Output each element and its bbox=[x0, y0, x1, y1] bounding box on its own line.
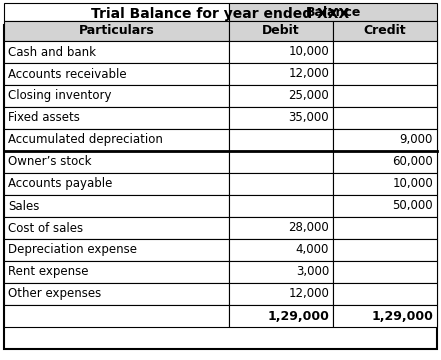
Bar bbox=[4, 107, 229, 129]
Bar bbox=[4, 41, 229, 63]
Bar bbox=[229, 151, 333, 173]
Bar bbox=[4, 195, 229, 217]
Text: Closing inventory: Closing inventory bbox=[8, 90, 112, 103]
Bar bbox=[229, 217, 333, 239]
Text: 1,29,000: 1,29,000 bbox=[371, 310, 433, 323]
Bar bbox=[333, 21, 437, 41]
Bar bbox=[333, 217, 437, 239]
Text: 25,000: 25,000 bbox=[288, 90, 329, 103]
Bar bbox=[333, 195, 437, 217]
Text: Rent expense: Rent expense bbox=[8, 266, 89, 279]
Bar bbox=[333, 85, 437, 107]
Text: 28,000: 28,000 bbox=[288, 221, 329, 234]
Bar bbox=[229, 283, 333, 305]
Bar bbox=[229, 129, 333, 151]
Bar bbox=[4, 173, 229, 195]
Bar bbox=[229, 21, 333, 41]
Bar bbox=[4, 21, 229, 41]
Text: 1,29,000: 1,29,000 bbox=[267, 310, 329, 323]
Bar bbox=[4, 217, 229, 239]
Bar bbox=[229, 195, 333, 217]
Bar bbox=[229, 239, 333, 261]
Bar bbox=[4, 151, 229, 173]
Bar bbox=[229, 3, 437, 21]
Bar bbox=[229, 107, 333, 129]
Text: Owner’s stock: Owner’s stock bbox=[8, 156, 91, 168]
Bar bbox=[333, 239, 437, 261]
Bar bbox=[4, 239, 229, 261]
Bar bbox=[333, 63, 437, 85]
Text: Other expenses: Other expenses bbox=[8, 288, 101, 301]
Text: 35,000: 35,000 bbox=[288, 112, 329, 125]
Text: 4,000: 4,000 bbox=[296, 243, 329, 256]
Bar bbox=[4, 305, 229, 327]
Bar bbox=[4, 283, 229, 305]
Bar bbox=[4, 63, 229, 85]
Bar bbox=[229, 41, 333, 63]
Text: Trial Balance for year ended XXX: Trial Balance for year ended XXX bbox=[91, 7, 350, 21]
Text: Particulars: Particulars bbox=[78, 24, 154, 37]
Text: 50,000: 50,000 bbox=[392, 199, 433, 212]
Bar bbox=[333, 129, 437, 151]
Text: Sales: Sales bbox=[8, 199, 39, 212]
Bar bbox=[4, 129, 229, 151]
Bar bbox=[229, 305, 333, 327]
Bar bbox=[333, 151, 437, 173]
Text: 60,000: 60,000 bbox=[392, 156, 433, 168]
Text: 10,000: 10,000 bbox=[392, 177, 433, 190]
Text: Cash and bank: Cash and bank bbox=[8, 45, 96, 58]
Bar bbox=[4, 261, 229, 283]
Bar bbox=[4, 85, 229, 107]
Bar bbox=[333, 173, 437, 195]
Text: Depreciation expense: Depreciation expense bbox=[8, 243, 137, 256]
Text: Credit: Credit bbox=[364, 24, 406, 37]
Bar bbox=[229, 85, 333, 107]
Text: 3,000: 3,000 bbox=[296, 266, 329, 279]
Bar bbox=[333, 41, 437, 63]
Text: Balance: Balance bbox=[306, 5, 361, 18]
Text: Cost of sales: Cost of sales bbox=[8, 221, 83, 234]
Text: 9,000: 9,000 bbox=[400, 134, 433, 147]
Bar bbox=[333, 305, 437, 327]
Text: Accounts payable: Accounts payable bbox=[8, 177, 112, 190]
Text: Fixed assets: Fixed assets bbox=[8, 112, 80, 125]
Bar bbox=[229, 173, 333, 195]
Text: 10,000: 10,000 bbox=[288, 45, 329, 58]
Bar bbox=[229, 63, 333, 85]
Bar bbox=[4, 3, 229, 21]
Text: 12,000: 12,000 bbox=[288, 68, 329, 81]
Text: 12,000: 12,000 bbox=[288, 288, 329, 301]
Text: Debit: Debit bbox=[262, 24, 300, 37]
Bar bbox=[333, 283, 437, 305]
Text: Accumulated depreciation: Accumulated depreciation bbox=[8, 134, 163, 147]
Text: Accounts receivable: Accounts receivable bbox=[8, 68, 127, 81]
Bar bbox=[333, 107, 437, 129]
Bar bbox=[229, 261, 333, 283]
Bar bbox=[333, 261, 437, 283]
